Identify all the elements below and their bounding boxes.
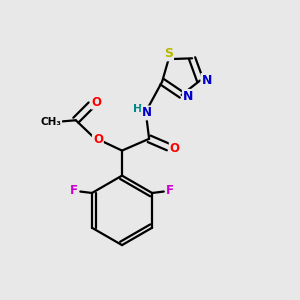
Text: N: N <box>183 90 193 103</box>
Text: F: F <box>166 184 174 196</box>
Text: N: N <box>202 74 212 87</box>
Text: O: O <box>93 133 103 146</box>
Text: N: N <box>142 106 152 119</box>
Text: CH₃: CH₃ <box>40 117 61 127</box>
Text: O: O <box>170 142 180 155</box>
Text: S: S <box>164 47 173 60</box>
Text: O: O <box>92 95 101 109</box>
Text: F: F <box>70 184 78 196</box>
Text: H: H <box>133 104 142 114</box>
